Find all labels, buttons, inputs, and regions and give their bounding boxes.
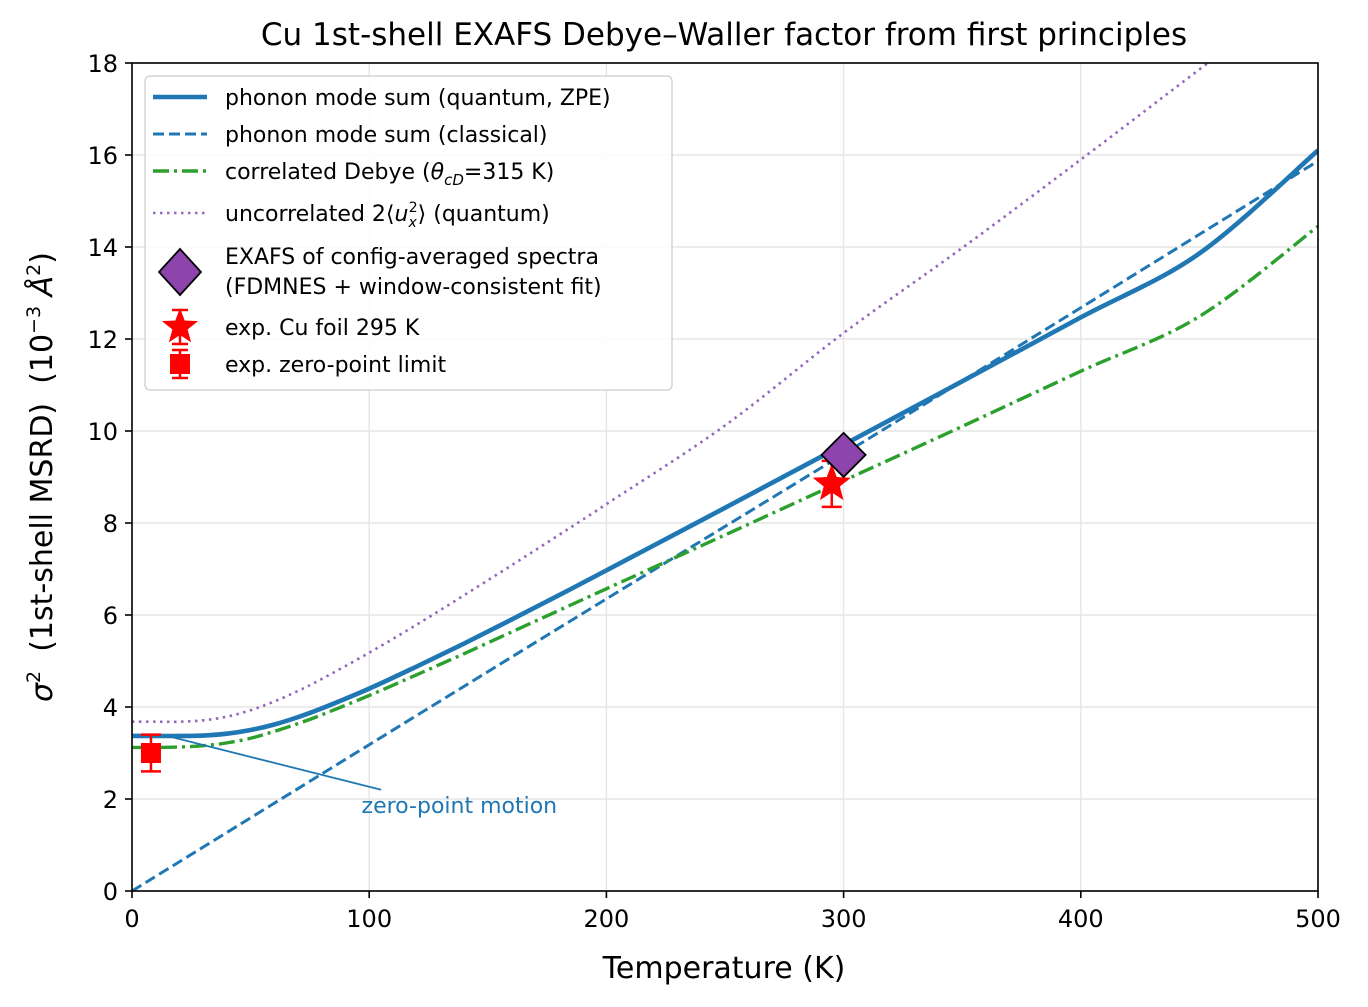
legend-swatch-exafs-diamond — [157, 247, 203, 297]
legend-uncorr-sup: 2 — [409, 200, 418, 216]
zero-point-square-marker — [140, 743, 161, 763]
y-axis-label-exp: −3 — [23, 306, 45, 334]
y-axis-label: σ2 (1st-shell MSRD) (10−3 Å2) — [23, 252, 60, 702]
y-tick-label: 4 — [103, 694, 118, 722]
y-tick-label: 12 — [87, 326, 118, 354]
x-tick-label: 300 — [821, 905, 867, 933]
legend-debye-part2: =315 K) — [464, 160, 554, 185]
y-axis-label-sup: 2 — [23, 671, 45, 683]
legend-square-icon — [170, 354, 190, 374]
y-tick-label: 2 — [103, 786, 118, 814]
annotation-zero-point-motion: zero-point motion — [362, 794, 558, 819]
annotation-layer: zero-point motion — [167, 735, 558, 819]
legend-uncorr-sub: x — [407, 215, 417, 231]
legend-label-debye: correlated Debye (θcD=315 K) — [225, 160, 554, 189]
legend-label-exafs-line2: (FDMNES + window-consistent fit) — [225, 275, 602, 300]
x-tick-label: 0 — [124, 905, 139, 933]
legend-debye-part1: correlated Debye ( — [225, 160, 431, 185]
legend-star-icon — [161, 308, 199, 343]
y-tick-label: 8 — [103, 510, 118, 538]
y-axis-label-middle: (1st-shell MSRD) (10 — [25, 334, 60, 671]
legend-uncorr-part2: ⟩ (quantum) — [418, 202, 550, 227]
legend-label-zero: exp. zero-point limit — [225, 353, 446, 378]
plot-frame — [131, 62, 1319, 892]
legend-label-uncorrelated: uncorrelated 2⟨ux2⟩ (quantum) — [225, 200, 550, 231]
y-tick-label: 10 — [87, 418, 118, 446]
legend: phonon mode sum (quantum, ZPE) phonon mo… — [144, 75, 673, 391]
legend-label-foil: exp. Cu foil 295 K — [225, 316, 420, 341]
legend-swatch-foil-star — [161, 308, 199, 346]
series-line-classical — [132, 159, 1318, 891]
legend-label-classical: phonon mode sum (classical) — [225, 123, 548, 148]
legend-debye-theta: θ — [431, 160, 445, 185]
series-line-debye — [132, 224, 1318, 750]
series-line-quantum — [132, 148, 1318, 739]
exafs-diamond-marker — [820, 431, 867, 479]
y-tick-label: 14 — [87, 234, 118, 262]
legend-swatch-zero-square — [170, 348, 190, 380]
annotation-arrow — [167, 735, 382, 791]
y-axis-label-unit-sup: 2 — [23, 264, 45, 276]
legend-uncorr-part1: uncorrelated 2⟨ — [225, 202, 395, 227]
foil-star-marker — [812, 463, 851, 501]
x-axis-label: Temperature (K) — [602, 951, 846, 986]
legend-label-exafs: EXAFS of config-averaged spectra — [225, 245, 599, 270]
legend-uncorr-u: u — [395, 202, 409, 227]
legend-label-quantum: phonon mode sum (quantum, ZPE) — [225, 86, 611, 111]
legend-debye-sub: cD — [444, 171, 464, 189]
legend-box — [144, 75, 673, 391]
y-tick-label: 16 — [87, 142, 118, 170]
points-layer — [140, 431, 867, 773]
y-tick-label: 18 — [87, 50, 118, 78]
y-axis-label-unit: Å — [24, 276, 60, 306]
axis-ticks: 0 100 200 300 400 500 0 2 4 6 8 10 12 14 16 18 — [87, 50, 1340, 933]
x-tick-label: 100 — [346, 905, 392, 933]
y-tick-label: 0 — [103, 878, 118, 906]
series-line-uncorrelated — [132, 63, 1211, 724]
y-axis-label-close: ) — [25, 252, 60, 264]
x-tick-label: 400 — [1058, 905, 1104, 933]
x-tick-label: 500 — [1295, 905, 1341, 933]
y-axis-label-sigma: σ — [25, 682, 60, 702]
series-layer — [132, 63, 1318, 891]
x-tick-label: 200 — [583, 905, 629, 933]
chart-title: Cu 1st-shell EXAFS Debye–Waller factor f… — [261, 17, 1187, 53]
y-tick-label: 6 — [103, 602, 118, 630]
